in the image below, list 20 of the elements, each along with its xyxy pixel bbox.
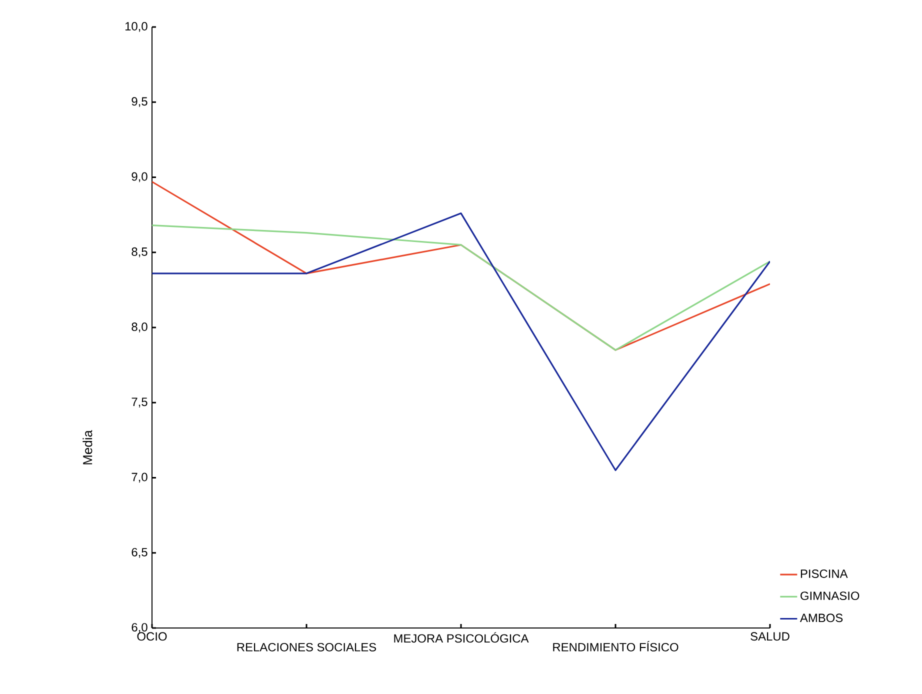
x-tick-label: RENDIMIENTO FÍSICO xyxy=(553,640,678,652)
legend-label: GIMNASIO xyxy=(800,592,860,600)
x-tick-label: MEJORA PSICOLÓGICA xyxy=(394,632,529,643)
y-tick-label: 6,5 xyxy=(132,548,148,558)
y-tick-label: 9,5 xyxy=(132,97,148,108)
y-tick-label: 8,0 xyxy=(132,322,148,332)
y-tick-label: 9,0 xyxy=(132,172,148,182)
y-axis-title: Media xyxy=(82,430,92,464)
y-tick-label: 7,5 xyxy=(132,398,148,408)
legend-label: AMBOS xyxy=(800,614,843,622)
x-tick-label: RELACIONES SOCIALES xyxy=(237,642,376,652)
y-tick-label: 7,0 xyxy=(132,472,148,483)
y-tick-label: 8,5 xyxy=(132,247,148,258)
line-series xyxy=(152,224,770,351)
legend-label: PISCINA xyxy=(800,569,848,578)
y-tick-label: 6,0 xyxy=(132,623,148,633)
x-tick-label: SALUD xyxy=(750,632,790,641)
line-series xyxy=(152,212,770,472)
x-tick-label: OCIO xyxy=(137,632,167,641)
y-tick-label: 10,0 xyxy=(125,22,148,32)
